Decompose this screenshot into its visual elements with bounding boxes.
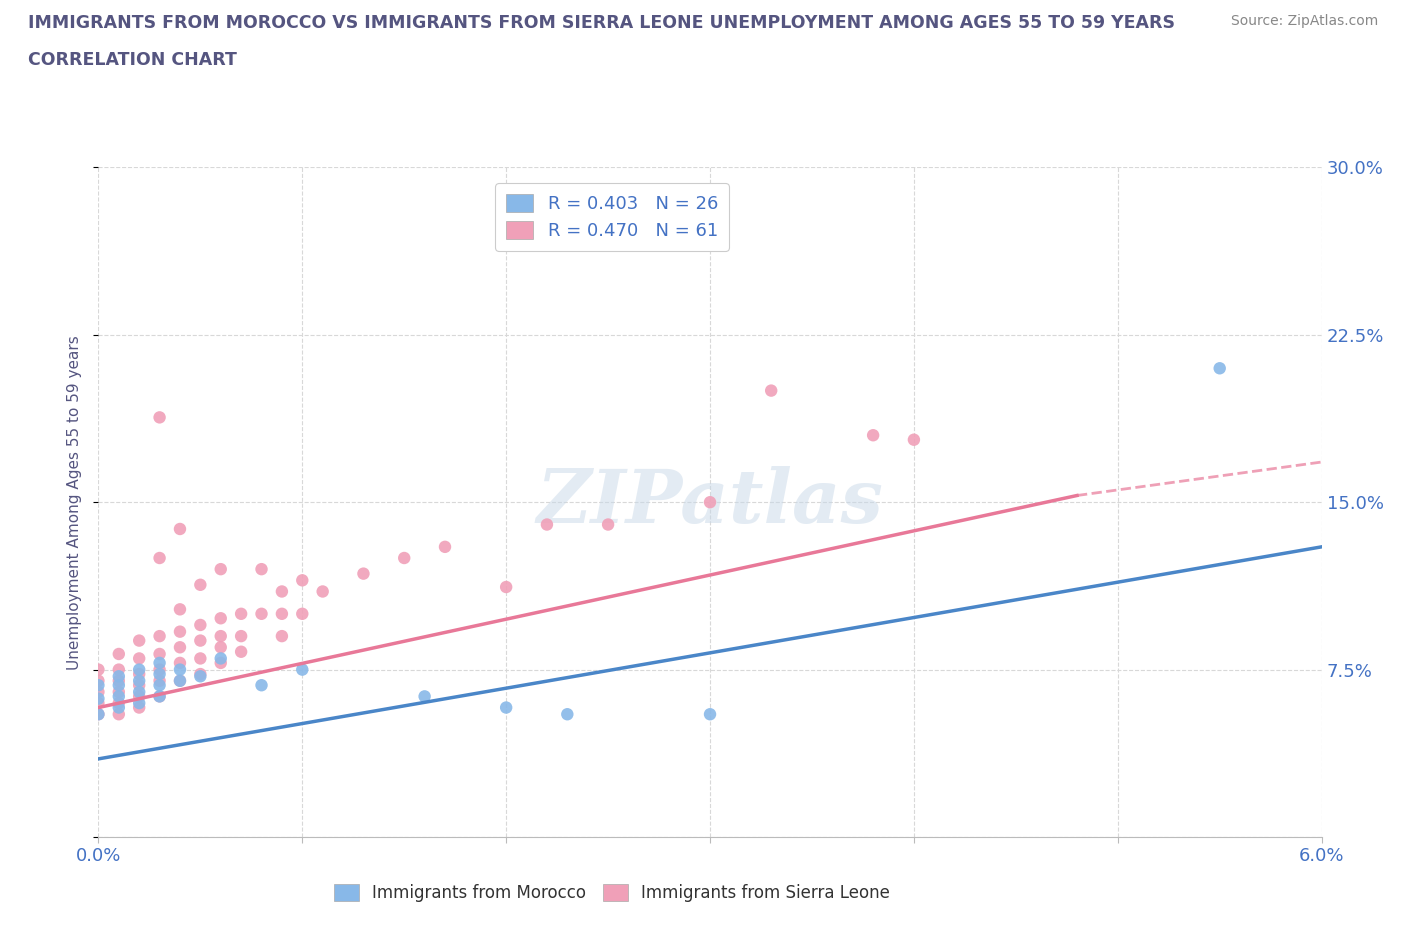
- Point: [87, 696, 110, 711]
- Point: [87, 691, 110, 706]
- Point: [87, 707, 110, 722]
- Point: [352, 566, 374, 581]
- Point: [231, 644, 253, 659]
- Point: [149, 629, 172, 644]
- Point: [413, 689, 436, 704]
- Point: [392, 551, 416, 565]
- Point: [291, 606, 314, 621]
- Point: [209, 651, 232, 666]
- Point: [598, 517, 620, 532]
- Point: [169, 624, 191, 639]
- Text: IMMIGRANTS FROM MOROCCO VS IMMIGRANTS FROM SIERRA LEONE UNEMPLOYMENT AMONG AGES : IMMIGRANTS FROM MOROCCO VS IMMIGRANTS FR…: [28, 14, 1175, 32]
- Point: [699, 707, 721, 722]
- Point: [108, 689, 131, 704]
- Point: [128, 667, 150, 682]
- Point: [761, 383, 783, 398]
- Point: [209, 656, 232, 671]
- Y-axis label: Unemployment Among Ages 55 to 59 years: Unemployment Among Ages 55 to 59 years: [67, 335, 83, 670]
- Point: [209, 640, 232, 655]
- Point: [87, 673, 110, 688]
- Point: [536, 517, 558, 532]
- Text: Source: ZipAtlas.com: Source: ZipAtlas.com: [1230, 14, 1378, 28]
- Point: [149, 646, 172, 661]
- Point: [128, 662, 150, 677]
- Point: [270, 629, 292, 644]
- Point: [128, 700, 150, 715]
- Point: [128, 696, 150, 711]
- Point: [128, 651, 150, 666]
- Point: [149, 662, 172, 677]
- Point: [209, 562, 232, 577]
- Point: [495, 579, 517, 594]
- Point: [128, 678, 150, 693]
- Point: [108, 684, 131, 699]
- Point: [250, 678, 273, 693]
- Point: [128, 689, 150, 704]
- Point: [250, 606, 273, 621]
- Point: [128, 673, 150, 688]
- Point: [495, 700, 517, 715]
- Point: [555, 707, 579, 722]
- Point: [108, 696, 131, 711]
- Point: [231, 606, 253, 621]
- Point: [169, 662, 191, 677]
- Point: [188, 667, 212, 682]
- Point: [108, 707, 131, 722]
- Text: ZIPatlas: ZIPatlas: [537, 466, 883, 538]
- Point: [108, 673, 131, 688]
- Point: [209, 611, 232, 626]
- Point: [188, 651, 212, 666]
- Point: [87, 707, 110, 722]
- Point: [250, 562, 273, 577]
- Text: CORRELATION CHART: CORRELATION CHART: [28, 51, 238, 69]
- Point: [169, 673, 191, 688]
- Point: [108, 700, 131, 715]
- Point: [128, 633, 150, 648]
- Legend: Immigrants from Morocco, Immigrants from Sierra Leone: Immigrants from Morocco, Immigrants from…: [328, 878, 897, 909]
- Point: [108, 669, 131, 684]
- Point: [1208, 361, 1232, 376]
- Point: [231, 629, 253, 644]
- Point: [169, 640, 191, 655]
- Point: [108, 662, 131, 677]
- Point: [149, 689, 172, 704]
- Point: [188, 669, 212, 684]
- Point: [169, 522, 191, 537]
- Point: [188, 633, 212, 648]
- Point: [87, 662, 110, 677]
- Point: [169, 602, 191, 617]
- Point: [108, 646, 131, 661]
- Point: [169, 656, 191, 671]
- Point: [149, 678, 172, 693]
- Point: [699, 495, 721, 510]
- Point: [149, 673, 172, 688]
- Point: [108, 678, 131, 693]
- Point: [87, 684, 110, 699]
- Point: [149, 689, 172, 704]
- Point: [862, 428, 884, 443]
- Point: [209, 629, 232, 644]
- Point: [291, 573, 314, 588]
- Point: [903, 432, 925, 447]
- Point: [169, 673, 191, 688]
- Point: [149, 410, 172, 425]
- Point: [87, 678, 110, 693]
- Point: [149, 551, 172, 565]
- Point: [291, 662, 314, 677]
- Point: [188, 578, 212, 592]
- Point: [311, 584, 335, 599]
- Point: [188, 618, 212, 632]
- Point: [270, 584, 292, 599]
- Point: [433, 539, 456, 554]
- Point: [128, 684, 150, 699]
- Point: [149, 667, 172, 682]
- Point: [270, 606, 292, 621]
- Point: [149, 656, 172, 671]
